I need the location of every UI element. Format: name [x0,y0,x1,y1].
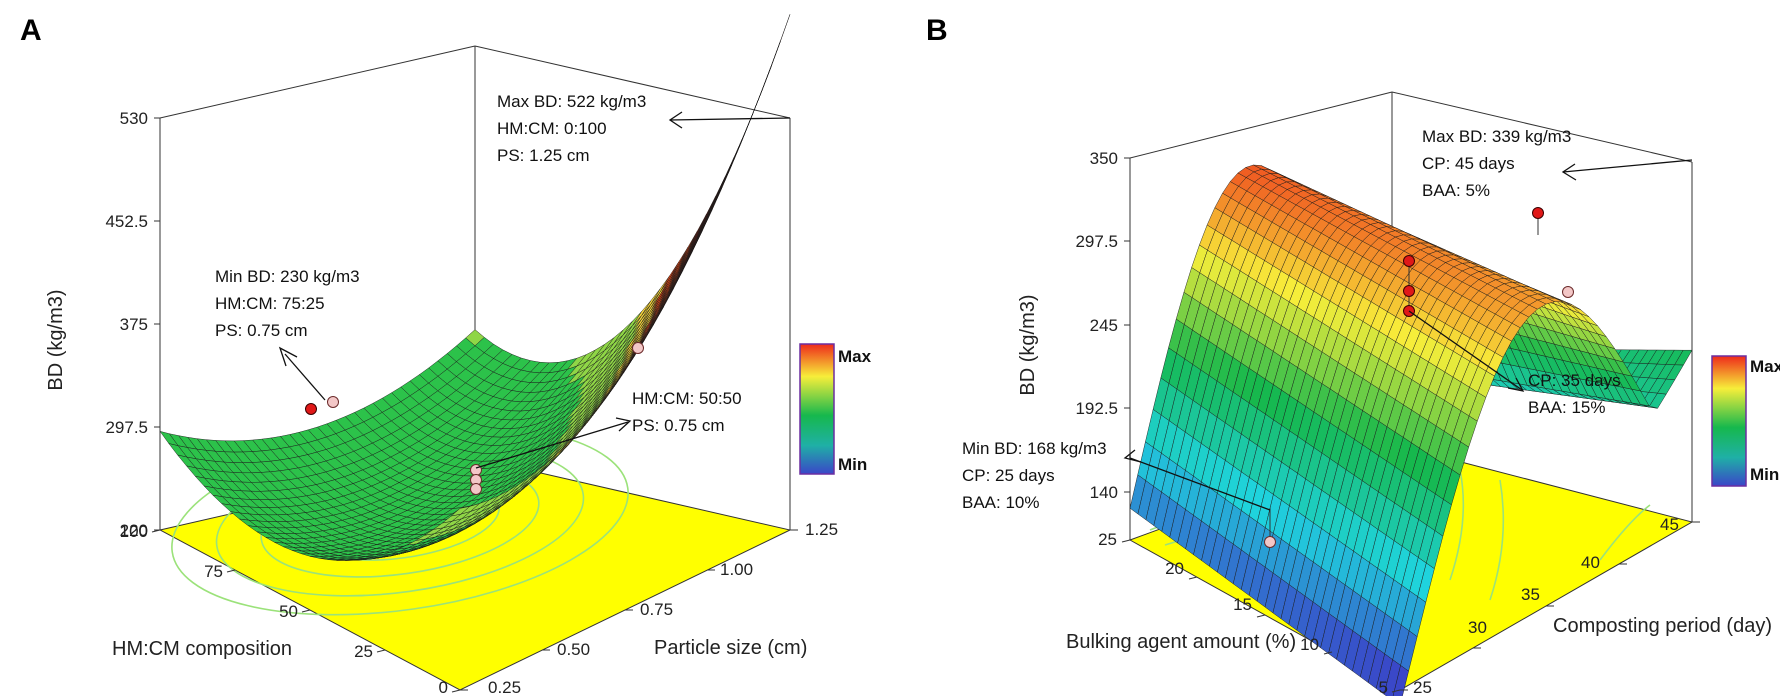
surface-cell [1392,665,1409,696]
a-y-tick: 1.25 [805,520,838,539]
a-annotation-line: Min BD: 230 kg/m3 [215,267,360,286]
b-x-tick: 25 [1098,530,1117,549]
b-annotation-line: CP: 25 days [962,466,1055,485]
a-x-tick: 100 [120,522,148,541]
surface-cell [450,506,471,517]
a-y-tick: 0.75 [640,600,673,619]
b-y-tick: 25 [1413,678,1432,696]
b-annotation-line: Max BD: 339 kg/m3 [1422,127,1571,146]
panel-label-b: B [926,14,948,47]
b-y-tick: 30 [1468,618,1487,637]
a-point [632,342,644,354]
b-y-tick: 45 [1660,515,1679,534]
chart-a-x-axis: 100 75 50 25 0 HM:CM composition [112,522,461,696]
a-annotation-line: PS: 0.75 cm [215,321,308,340]
a-annotation-line: HM:CM: 50:50 [632,389,742,408]
b-x-tick: 5 [1379,678,1388,696]
a-z-tick: 220 [120,521,148,540]
a-y-tick: 0.50 [557,640,590,659]
a-legend-bar [799,343,835,475]
b-x-tick: 10 [1300,635,1319,654]
b-point [1403,285,1415,297]
chart-b: B 350 297.5 245 192.5 140 BD (kg/m3) [926,14,1780,696]
b-y-tick: 35 [1521,585,1540,604]
a-y-axis-label: Particle size (cm) [654,637,807,659]
a-annotation-line: PS: 1.25 cm [497,146,590,165]
a-x-tick: 50 [279,602,298,621]
a-point [470,464,482,476]
a-z-axis-label: BD (kg/m3) [45,289,67,390]
b-x-tick: 20 [1165,559,1184,578]
chart-b-annotation-mid: CP: 35 days BAA: 15% [1408,310,1621,417]
a-x-tick: 75 [204,562,223,581]
b-max-point [1532,207,1544,219]
b-point [1403,255,1415,267]
chart-a: A 530 452.5 375 297.5 220 BD (kg/m3) [20,14,872,696]
b-z-tick: 140 [1090,483,1118,502]
chart-b-y-axis: 25 30 35 40 45 Composting period (day) [1400,515,1772,696]
a-legend-max: Max [838,347,872,366]
a-x-tick: 0 [439,678,448,696]
b-z-tick: 192.5 [1075,399,1118,418]
a-annotation-line: PS: 0.75 cm [632,416,725,435]
a-y-tick: 1.00 [720,560,753,579]
chart-a-annotation-max: Max BD: 522 kg/m3 HM:CM: 0:100 PS: 1.25 … [497,92,791,165]
b-z-tick: 297.5 [1075,232,1118,251]
a-point [470,483,482,495]
chart-a-annotation-mid: HM:CM: 50:50 PS: 0.75 cm [475,389,742,469]
chart-b-legend: Max Min [1711,355,1780,487]
chart-b-annotation-max: Max BD: 339 kg/m3 CP: 45 days BAA: 5% [1422,127,1693,200]
b-z-tick: 350 [1090,149,1118,168]
chart-b-annotation-min: Min BD: 168 kg/m3 CP: 25 days BAA: 10% [962,439,1271,512]
a-y-tick: 0.25 [488,678,521,696]
chart-a-points [305,342,644,495]
b-x-tick: 15 [1233,595,1252,614]
b-annotation-line: CP: 35 days [1528,371,1621,390]
b-z-tick: 245 [1090,316,1118,335]
b-point [1562,286,1574,298]
a-point [327,396,339,408]
chart-b-x-axis: 25 20 15 10 5 Bulking agent amount (%) [1066,530,1401,696]
b-legend-min: Min [1750,465,1779,484]
floor-contour [1599,504,1651,561]
chart-a-y-axis: 0.25 0.50 0.75 1.00 1.25 Particle size (… [460,520,838,696]
chart-b-z-axis: 350 297.5 245 192.5 140 BD (kg/m3) [1017,149,1130,502]
chart-a-legend: Max Min [799,343,872,475]
b-annotation-line: BAA: 15% [1528,398,1606,417]
chart-a-box [159,45,791,530]
a-annotation-line: HM:CM: 75:25 [215,294,325,313]
floor-contour [1489,479,1505,601]
b-legend-max: Max [1750,357,1780,376]
a-z-tick: 375 [120,315,148,334]
a-x-axis-label: HM:CM composition [112,638,292,660]
a-z-tick: 452.5 [105,212,148,231]
b-y-axis-label: Composting period (day) [1553,615,1772,637]
a-legend-min: Min [838,455,867,474]
panel-label-a: A [20,14,42,47]
b-min-point [1264,536,1276,548]
a-x-tick: 25 [354,642,373,661]
b-annotation-line: Min BD: 168 kg/m3 [962,439,1107,458]
b-annotation-line: BAA: 5% [1422,181,1490,200]
b-z-axis-label: BD (kg/m3) [1017,294,1039,395]
floor-contour [1449,469,1465,581]
b-x-axis-label: Bulking agent amount (%) [1066,631,1296,653]
a-annotation-line: Max BD: 522 kg/m3 [497,92,646,111]
b-annotation-line: BAA: 10% [962,493,1040,512]
b-legend-bar [1711,355,1747,487]
b-y-tick: 40 [1581,553,1600,572]
a-annotation-line: HM:CM: 0:100 [497,119,607,138]
b-annotation-line: CP: 45 days [1422,154,1515,173]
a-z-tick: 530 [120,109,148,128]
chart-a-surface [159,14,791,561]
a-min-point [305,403,317,415]
chart-a-z-axis: 530 452.5 375 297.5 220 BD (kg/m3) [45,109,160,540]
chart-a-annotation-min: Min BD: 230 kg/m3 HM:CM: 75:25 PS: 0.75 … [215,267,360,401]
a-z-tick: 297.5 [105,418,148,437]
